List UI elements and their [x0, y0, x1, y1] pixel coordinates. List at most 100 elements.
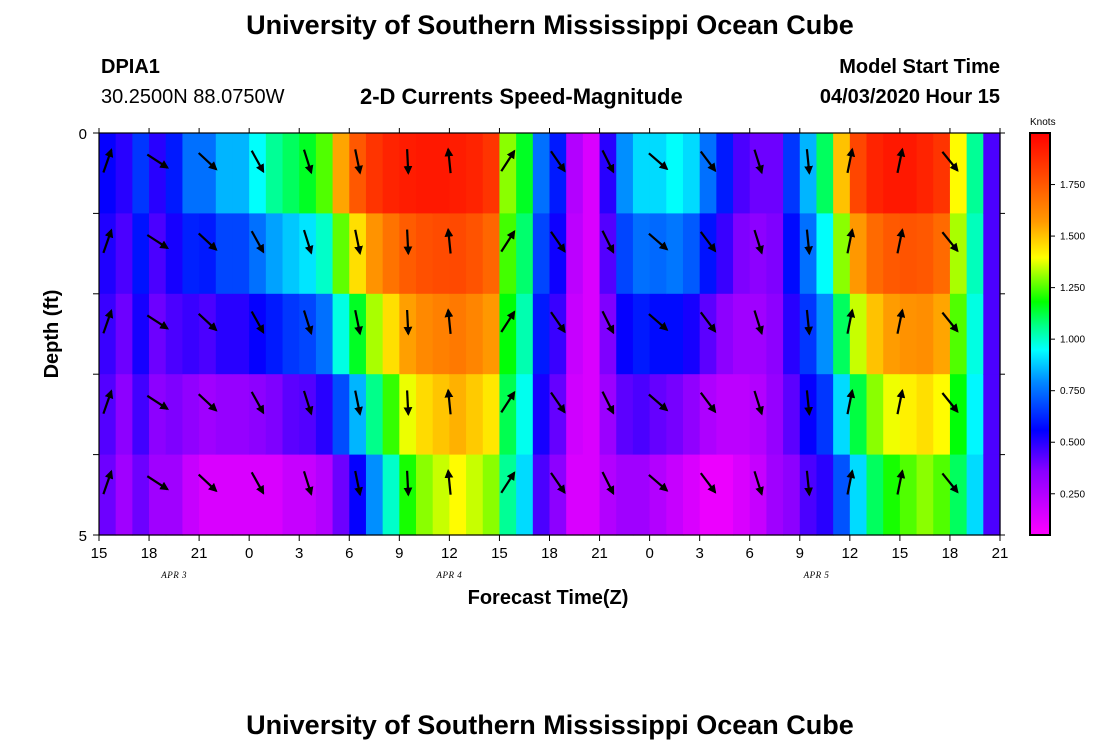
heatmap-cell [499, 213, 517, 295]
heatmap-cell [332, 454, 350, 536]
heatmap-cell [666, 454, 684, 536]
current-vector [403, 309, 413, 336]
heatmap-cell [432, 213, 450, 295]
heatmap-cell [199, 374, 217, 456]
current-vector [804, 390, 813, 417]
colorbar-unit: Knots [1030, 117, 1056, 128]
y-tick-label: 5 [79, 528, 87, 545]
heatmap-cell [349, 454, 367, 536]
heatmap-cell [532, 454, 551, 536]
heatmap-cell [616, 213, 634, 295]
heatmap-cell [299, 213, 317, 295]
current-vector [648, 232, 669, 251]
current-vector [444, 308, 454, 335]
current-vector [896, 388, 906, 415]
x-tick-label: 0 [645, 545, 653, 562]
current-vector [102, 469, 114, 495]
current-vector [699, 150, 717, 173]
heatmap-cell [883, 133, 901, 214]
current-vector [846, 228, 856, 254]
heatmap-cell [99, 293, 117, 375]
x-tick-label: 18 [942, 545, 959, 562]
heatmap-cell [482, 133, 501, 214]
heatmap-cell [149, 133, 167, 214]
heatmap-cell [132, 213, 150, 295]
heatmap-cell [833, 293, 851, 375]
heatmap-cell [566, 293, 584, 375]
colorbar-gradient [1029, 132, 1051, 536]
heatmap-cell [799, 133, 818, 214]
heatmap-cell [215, 374, 234, 456]
current-vector [699, 231, 717, 253]
heatmap-cell [365, 133, 384, 214]
heatmap-cell [582, 213, 601, 295]
heatmap-cell [749, 374, 768, 456]
heatmap-cell [199, 454, 217, 536]
heatmap-cell [616, 133, 634, 214]
heatmap-cell [132, 133, 150, 214]
heatmap-cell [432, 293, 450, 375]
heatmap-cell [232, 133, 250, 214]
current-vector [403, 470, 413, 497]
heatmap-cell [115, 133, 133, 214]
current-vector [197, 473, 218, 493]
heatmap-cell [799, 454, 818, 536]
current-vector [403, 149, 413, 175]
heatmap-cell [182, 374, 200, 456]
current-vector [699, 311, 717, 333]
heatmap-cell [816, 293, 834, 375]
heatmap-cell [466, 293, 484, 375]
x-tick-label: 15 [91, 545, 108, 562]
heatmap-cell [466, 133, 484, 214]
heatmap-cell [449, 133, 467, 214]
heatmap-cell [966, 454, 984, 536]
heatmap-cell [716, 133, 734, 214]
heatmap-cell [215, 293, 234, 375]
current-vector [197, 232, 218, 251]
current-vector [403, 229, 413, 256]
heatmap-cell [332, 133, 350, 214]
x-axis: 15 18 21 0 3 6 9 12 15 18 21 0 3 6 9 12 15 18 21 APR 3 APR 4… [91, 128, 1008, 580]
heatmap-cell [916, 133, 934, 214]
heatmap-cell [949, 213, 968, 295]
heatmap-cell [916, 454, 934, 536]
heatmap-cell [115, 293, 133, 375]
heatmap-cell [632, 133, 651, 214]
heatmap-cell [132, 454, 150, 536]
current-vector [250, 471, 265, 495]
x-tick-label: 15 [892, 545, 909, 562]
current-vector [753, 229, 764, 255]
heatmap-cell [699, 213, 717, 295]
heatmap-cell [382, 293, 400, 375]
current-vector [444, 147, 454, 174]
current-vector [146, 153, 169, 169]
heatmap-cell [115, 454, 133, 536]
current-vector [550, 472, 566, 495]
heatmap-cell [766, 374, 784, 456]
heatmap-cell [499, 133, 517, 214]
current-vector [896, 469, 906, 495]
current-vector [896, 228, 906, 254]
heatmap-cell [365, 454, 384, 536]
heatmap-cell [349, 293, 367, 375]
heatmap-cell [766, 133, 784, 214]
current-vector [753, 149, 764, 175]
heatmap-cells [99, 133, 1001, 536]
heatmap-cell [649, 213, 667, 295]
heatmap-cell [849, 213, 868, 295]
heatmap-cell [833, 454, 851, 536]
heatmap-cell [566, 133, 584, 214]
heatmap-cell [949, 454, 968, 536]
heatmap-cell [866, 133, 884, 214]
current-vector [403, 390, 413, 417]
heatmap-cell [282, 133, 300, 214]
current-vector [102, 389, 114, 415]
heatmap-cell [649, 454, 667, 536]
heatmap-cell [299, 374, 317, 456]
heatmap-cell [265, 293, 284, 375]
heatmap-cell [499, 454, 517, 536]
heatmap-cell [599, 213, 617, 295]
heatmap-cell [716, 293, 734, 375]
current-vector [601, 471, 615, 496]
heatmap-cell [766, 293, 784, 375]
